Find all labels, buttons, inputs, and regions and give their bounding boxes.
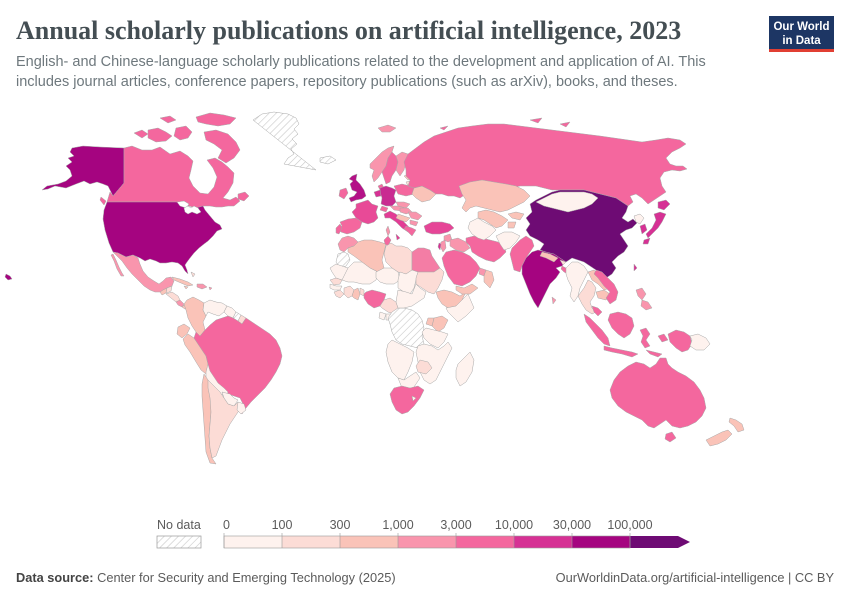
svg-text:3,000: 3,000 [440,518,471,532]
svg-text:10,000: 10,000 [495,518,533,532]
svg-text:100,000: 100,000 [607,518,652,532]
svg-text:30,000: 30,000 [553,518,591,532]
svg-text:0: 0 [223,518,230,532]
svg-text:100: 100 [272,518,293,532]
svg-text:1,000: 1,000 [382,518,413,532]
svg-text:No data: No data [157,518,201,532]
svg-text:300: 300 [330,518,351,532]
